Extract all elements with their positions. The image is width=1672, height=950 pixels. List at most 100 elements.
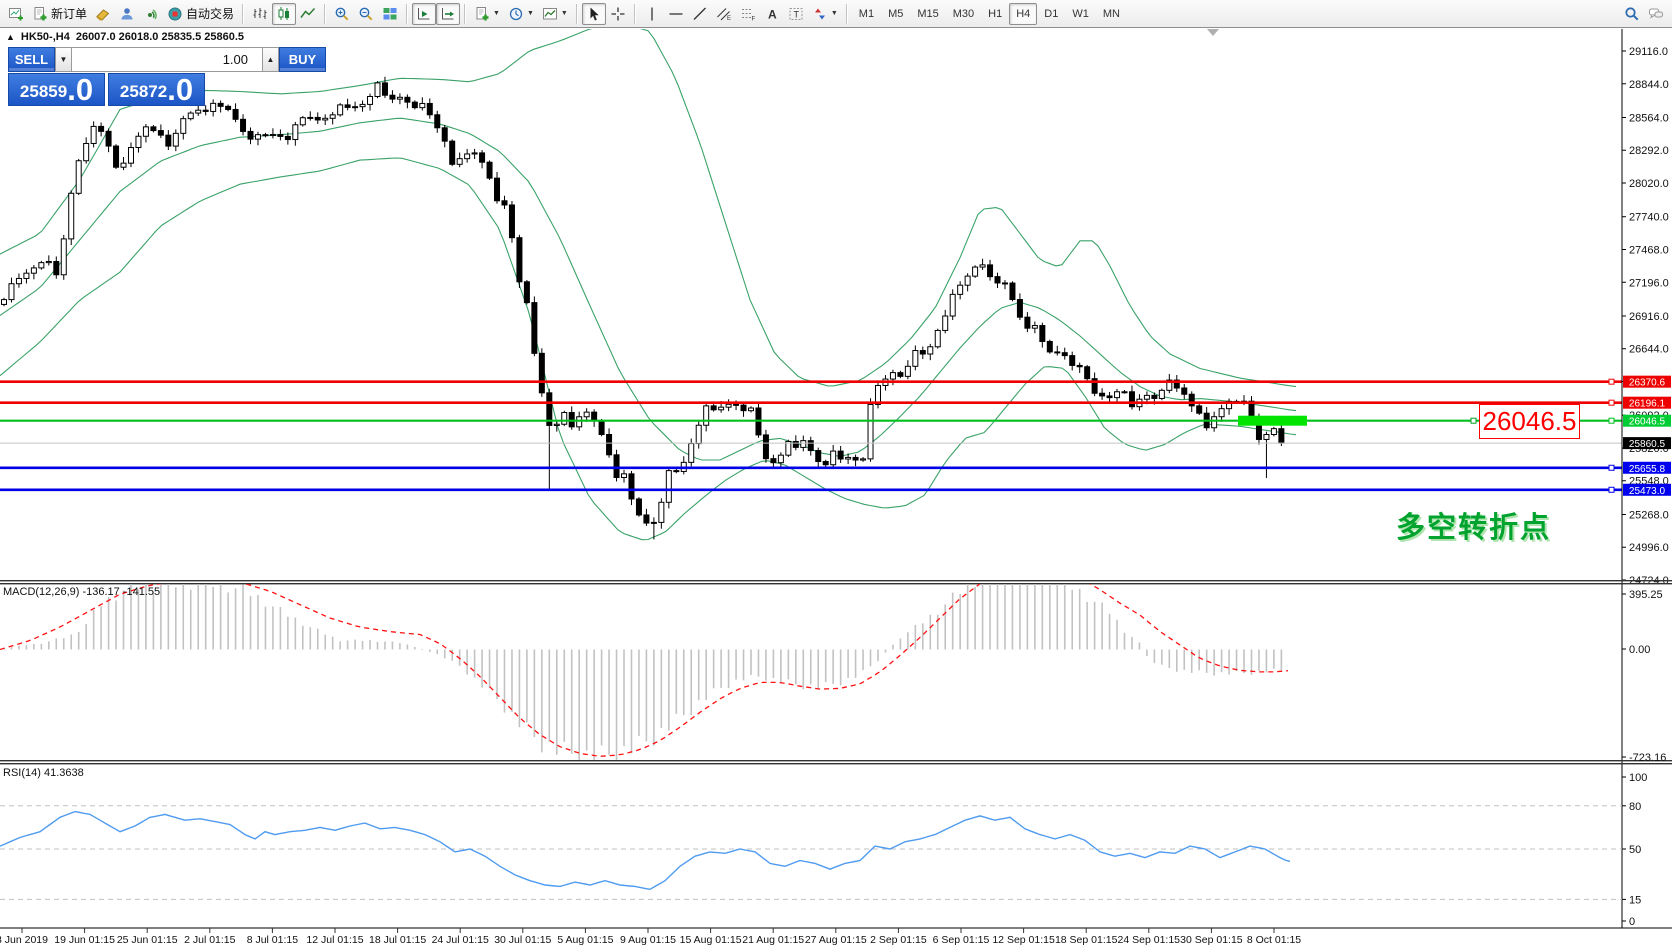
volume-increase-button[interactable]: ▲ [262, 47, 279, 72]
turning-point-label[interactable]: 多空转折点 [1396, 512, 1552, 544]
candle [456, 158, 463, 165]
candle [210, 102, 217, 112]
tf-h1[interactable]: H1 [981, 3, 1009, 25]
search-button[interactable] [1620, 3, 1644, 25]
candle [957, 284, 964, 295]
horizontal-line-icon [668, 6, 684, 22]
candle [972, 266, 979, 277]
auto-scroll-button[interactable] [412, 2, 437, 25]
sell-button[interactable]: SELL [8, 47, 55, 72]
line-anchor-handle[interactable] [1470, 417, 1477, 424]
candle [277, 133, 284, 137]
timeframe-label: W1 [1072, 7, 1089, 20]
price-tag-label: 26370.6 [1629, 378, 1666, 389]
arrows-button[interactable]: ▼ [808, 3, 842, 25]
new-order-button[interactable]: 新订单 [28, 3, 91, 25]
toolbar-separator [633, 3, 636, 24]
new-chart-button[interactable] [4, 3, 28, 25]
tf-h4[interactable]: H4 [1009, 2, 1038, 25]
line-chart-button[interactable] [296, 3, 320, 25]
line-anchor-handle[interactable] [1608, 417, 1615, 424]
crosshair-button[interactable] [606, 3, 630, 25]
x-axis-label: 15 Aug 01:15 [680, 934, 742, 946]
candle [792, 440, 799, 448]
macd-axis-label: 395.25 [1629, 589, 1663, 601]
timeframe-label: D1 [1044, 7, 1059, 20]
signals-button[interactable] [139, 3, 163, 25]
macd-axis-label: -723.16 [1629, 752, 1666, 764]
main-price-pane[interactable] [0, 23, 1297, 541]
highlight-trend-segment[interactable] [1238, 415, 1307, 426]
tile-windows-button[interactable] [378, 3, 402, 25]
candle [1001, 282, 1008, 285]
volume-input[interactable] [72, 47, 262, 72]
trendline-button[interactable] [688, 3, 712, 25]
buy-button[interactable]: BUY [279, 47, 326, 72]
rsi-axis-label: 0 [1629, 916, 1635, 928]
candle [688, 443, 695, 463]
tf-m1[interactable]: M1 [852, 3, 881, 25]
tf-m15[interactable]: M15 [910, 3, 945, 25]
candle [516, 237, 523, 283]
tf-m30[interactable]: M30 [946, 3, 981, 25]
candle [404, 96, 411, 103]
line-anchor-handle[interactable] [1608, 464, 1615, 471]
rsi-axis-label: 80 [1629, 801, 1641, 813]
x-axis-label: 18 Sep 01:15 [1055, 934, 1118, 946]
text-label-button[interactable]: T [784, 3, 808, 25]
tf-w1[interactable]: W1 [1065, 3, 1096, 25]
chevron-down-icon: ▼ [493, 10, 500, 17]
chart-shift-marker[interactable] [1207, 29, 1219, 36]
period-dropdown[interactable]: ▼ [504, 3, 538, 25]
vertical-line-button[interactable] [640, 3, 664, 25]
macd-pane[interactable] [0, 558, 1289, 766]
candle [486, 161, 493, 179]
candle [1091, 378, 1098, 394]
fibonacci-button[interactable]: F [736, 3, 760, 25]
line-anchor-handle[interactable] [1608, 378, 1615, 385]
pane-divider[interactable] [0, 580, 1672, 582]
candle [785, 440, 792, 456]
pane-divider[interactable] [0, 760, 1672, 762]
bb-upper-band [0, 29, 1297, 388]
candle [322, 117, 329, 121]
candle [83, 142, 90, 162]
candle [1173, 379, 1180, 389]
candle [1270, 428, 1277, 436]
profile-button[interactable] [115, 3, 139, 25]
buy-price[interactable]: 25872.0 [108, 73, 205, 106]
tf-d1[interactable]: D1 [1037, 3, 1065, 25]
new-order-dropdown[interactable]: ▼ [470, 3, 504, 25]
candle [777, 454, 784, 464]
candlestick-chart-button[interactable] [272, 2, 297, 25]
candle [867, 403, 874, 460]
zoom-out-button[interactable] [354, 3, 378, 25]
y-axis-label: 29116.0 [1629, 46, 1668, 58]
line-anchor-handle[interactable] [1608, 486, 1615, 493]
chart-symbol-period: HK50-,H4 [20, 31, 70, 43]
indicators-dropdown[interactable]: ▼ [538, 3, 572, 25]
bar-chart-button[interactable] [248, 3, 272, 25]
cursor-button[interactable] [581, 2, 606, 25]
tf-m5[interactable]: M5 [881, 3, 910, 25]
equidistant-channel-button[interactable]: E [712, 3, 736, 25]
market-watch-button[interactable] [91, 3, 115, 25]
sell-price[interactable]: 25859.0 [8, 73, 105, 106]
volume-decrease-button[interactable]: ▼ [55, 47, 72, 72]
chart-shift-button[interactable] [436, 2, 461, 25]
rsi-pane[interactable] [0, 805, 1622, 900]
candle [1143, 394, 1150, 400]
market-watch-icon [95, 6, 111, 22]
collapse-panel-icon[interactable]: ▲ [6, 32, 15, 42]
auto-trading-button[interactable]: 自动交易 [163, 3, 238, 25]
candle [23, 272, 30, 279]
line-anchor-handle[interactable] [1608, 399, 1615, 406]
horizontal-line-button[interactable] [664, 3, 688, 25]
zoom-in-button[interactable] [330, 3, 354, 25]
price-annotation-box[interactable]: 26046.5 [1479, 404, 1580, 439]
chat-button[interactable] [1644, 3, 1668, 25]
tf-mn[interactable]: MN [1096, 3, 1127, 25]
timeframe-label: H1 [988, 7, 1003, 20]
text-button[interactable]: A [760, 3, 784, 25]
